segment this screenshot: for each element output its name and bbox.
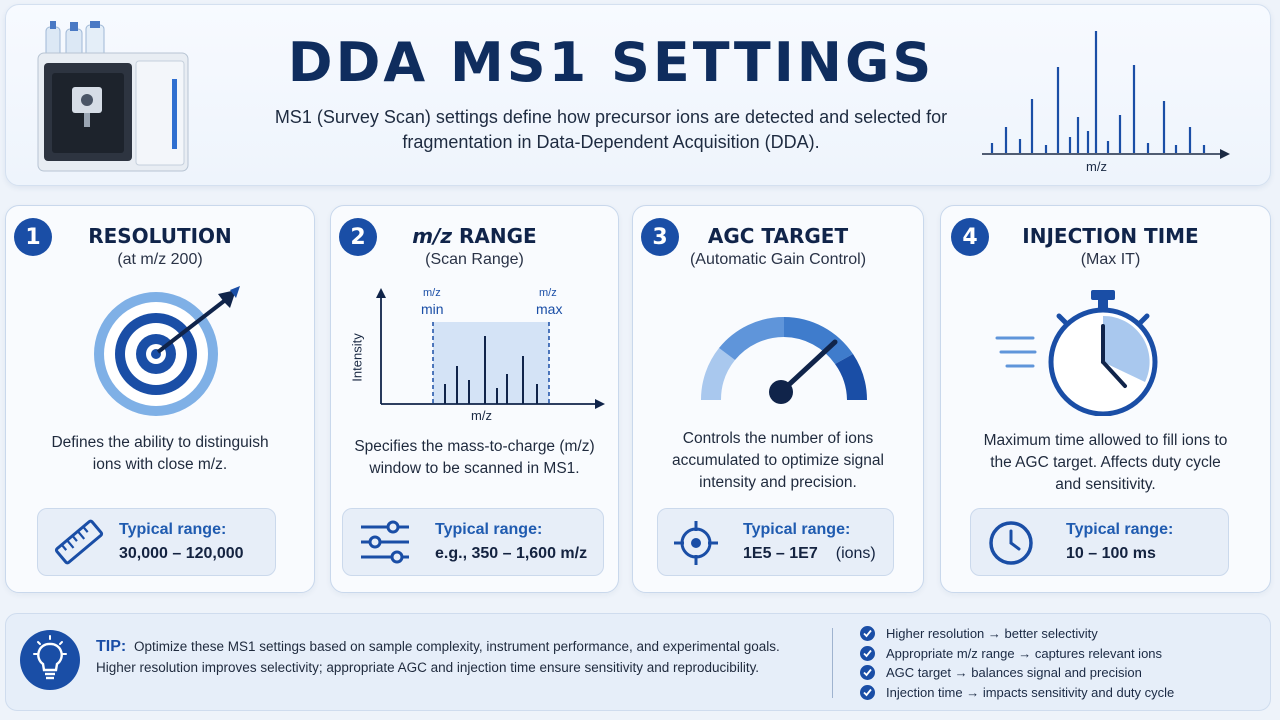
checklist-item-text: Appropriate m/z range → captures relevan… — [886, 645, 1163, 661]
range-value: e.g., 350 – 1,600 m/z — [435, 545, 588, 562]
range-label: Typical range: — [1066, 521, 1174, 538]
tip-bar: TIP: Optimize these MS1 settings based o… — [5, 613, 1271, 711]
typical-range-box: Typical range: 1E5 – 1E7 (ions) — [657, 508, 894, 576]
card-description: Maximum time allowed to fill ions to the… — [983, 432, 1228, 493]
range-value: 30,000 – 120,000 — [119, 545, 244, 562]
tip-label: TIP: — [96, 638, 127, 655]
card-subtitle: (Max IT) — [1080, 251, 1141, 268]
step-badge-3: 3 — [641, 218, 679, 256]
ruler-icon — [54, 519, 104, 565]
range-unit: (ions) — [835, 545, 876, 562]
range-label: Typical range: — [119, 521, 227, 538]
card-title: AGC TARGET — [707, 224, 849, 248]
typical-range-box: Typical range: 30,000 – 120,000 — [37, 508, 276, 576]
spectrum-axis-label: m/z — [1086, 159, 1107, 174]
scan-range-graph — [376, 288, 605, 409]
sliders-icon — [361, 520, 409, 564]
step-badge-4: 4 — [951, 218, 989, 256]
card-subtitle: (Scan Range) — [425, 251, 524, 268]
gauge-icon — [700, 316, 867, 404]
mz-max-label: max — [536, 301, 563, 317]
checklist-item-text: Higher resolution → better selectivity — [886, 626, 1098, 642]
mass-spectrum-graphic — [982, 31, 1230, 159]
checklist-item: Higher resolution → better selectivity — [860, 624, 1174, 644]
mz-max-top: m/z — [539, 287, 557, 299]
card-title: INJECTION TIME — [1022, 224, 1199, 248]
crosshair-icon — [674, 521, 718, 565]
lightbulb-icon — [20, 630, 80, 690]
card-subtitle: (at m/z 200) — [117, 251, 203, 268]
typical-range-box: Typical range: 10 – 100 ms — [970, 508, 1229, 576]
tip-body: Optimize these MS1 settings based on sam… — [96, 639, 780, 675]
check-icon — [860, 684, 875, 700]
card-mz-range: 2 m/z RANGE (Scan Range) m/z min m/z max… — [330, 205, 619, 593]
x-axis-label: m/z — [471, 408, 492, 423]
range-value: 1E5 – 1E7 (ions) — [743, 545, 876, 563]
card-injection-time: 4 INJECTION TIME (Max IT) Maximum time a… — [940, 205, 1271, 593]
check-icon — [860, 645, 875, 661]
card-subtitle: (Automatic Gain Control) — [689, 251, 867, 268]
card-description: Specifies the mass-to-charge (m/z) windo… — [354, 438, 595, 477]
typical-range-box: Typical range: e.g., 350 – 1,600 m/z — [342, 508, 604, 576]
step-badge-1: 1 — [14, 218, 52, 256]
tip-text: TIP: Optimize these MS1 settings based o… — [96, 636, 816, 678]
page-title: DDA MS1 SETTINGS — [287, 31, 935, 94]
checklist-item: AGC target → balances signal and precisi… — [860, 663, 1174, 683]
range-value: 10 – 100 ms — [1066, 545, 1156, 562]
stopwatch-icon — [995, 290, 1158, 416]
checklist-item: Appropriate m/z range → captures relevan… — [860, 644, 1174, 664]
checklist-item: Injection time → impacts sensitivity and… — [860, 683, 1174, 703]
card-description: Controls the number of ions accumulated … — [672, 430, 884, 491]
card-title: m/z RANGE — [331, 224, 618, 248]
page-subtitle: MS1 (Survey Scan) settings define how pr… — [274, 107, 948, 152]
range-label: Typical range: — [743, 521, 851, 538]
mz-min-label: min — [421, 301, 444, 317]
range-label: Typical range: — [435, 521, 543, 538]
summary-checklist: Higher resolution → better selectivity A… — [860, 624, 1174, 702]
tip-divider — [832, 628, 833, 698]
range-value-number: 1E5 – 1E7 — [743, 545, 818, 562]
clock-icon — [989, 521, 1033, 565]
mass-spectrometer-icon — [37, 21, 189, 172]
mz-min-top: m/z — [423, 287, 441, 299]
target-arrow-icon — [94, 286, 240, 416]
y-axis-label: Intensity — [349, 333, 365, 382]
checklist-item-text: Injection time → impacts sensitivity and… — [886, 684, 1175, 700]
card-title-rest: RANGE — [452, 224, 537, 248]
card-title-italic: m/z — [412, 224, 453, 248]
step-badge-2: 2 — [339, 218, 377, 256]
card-agc-target: 3 AGC TARGET (Automatic Gain Control) Co… — [632, 205, 924, 593]
card-resolution: 1 RESOLUTION (at m/z 200) Defines the ab… — [5, 205, 315, 593]
card-description: Defines the ability to distinguish ions … — [51, 434, 269, 473]
check-icon — [860, 665, 875, 681]
check-icon — [860, 626, 875, 642]
header-banner: DDA MS1 SETTINGS MS1 (Survey Scan) setti… — [5, 4, 1271, 186]
card-title: RESOLUTION — [88, 224, 232, 248]
checklist-item-text: AGC target → balances signal and precisi… — [886, 665, 1142, 681]
